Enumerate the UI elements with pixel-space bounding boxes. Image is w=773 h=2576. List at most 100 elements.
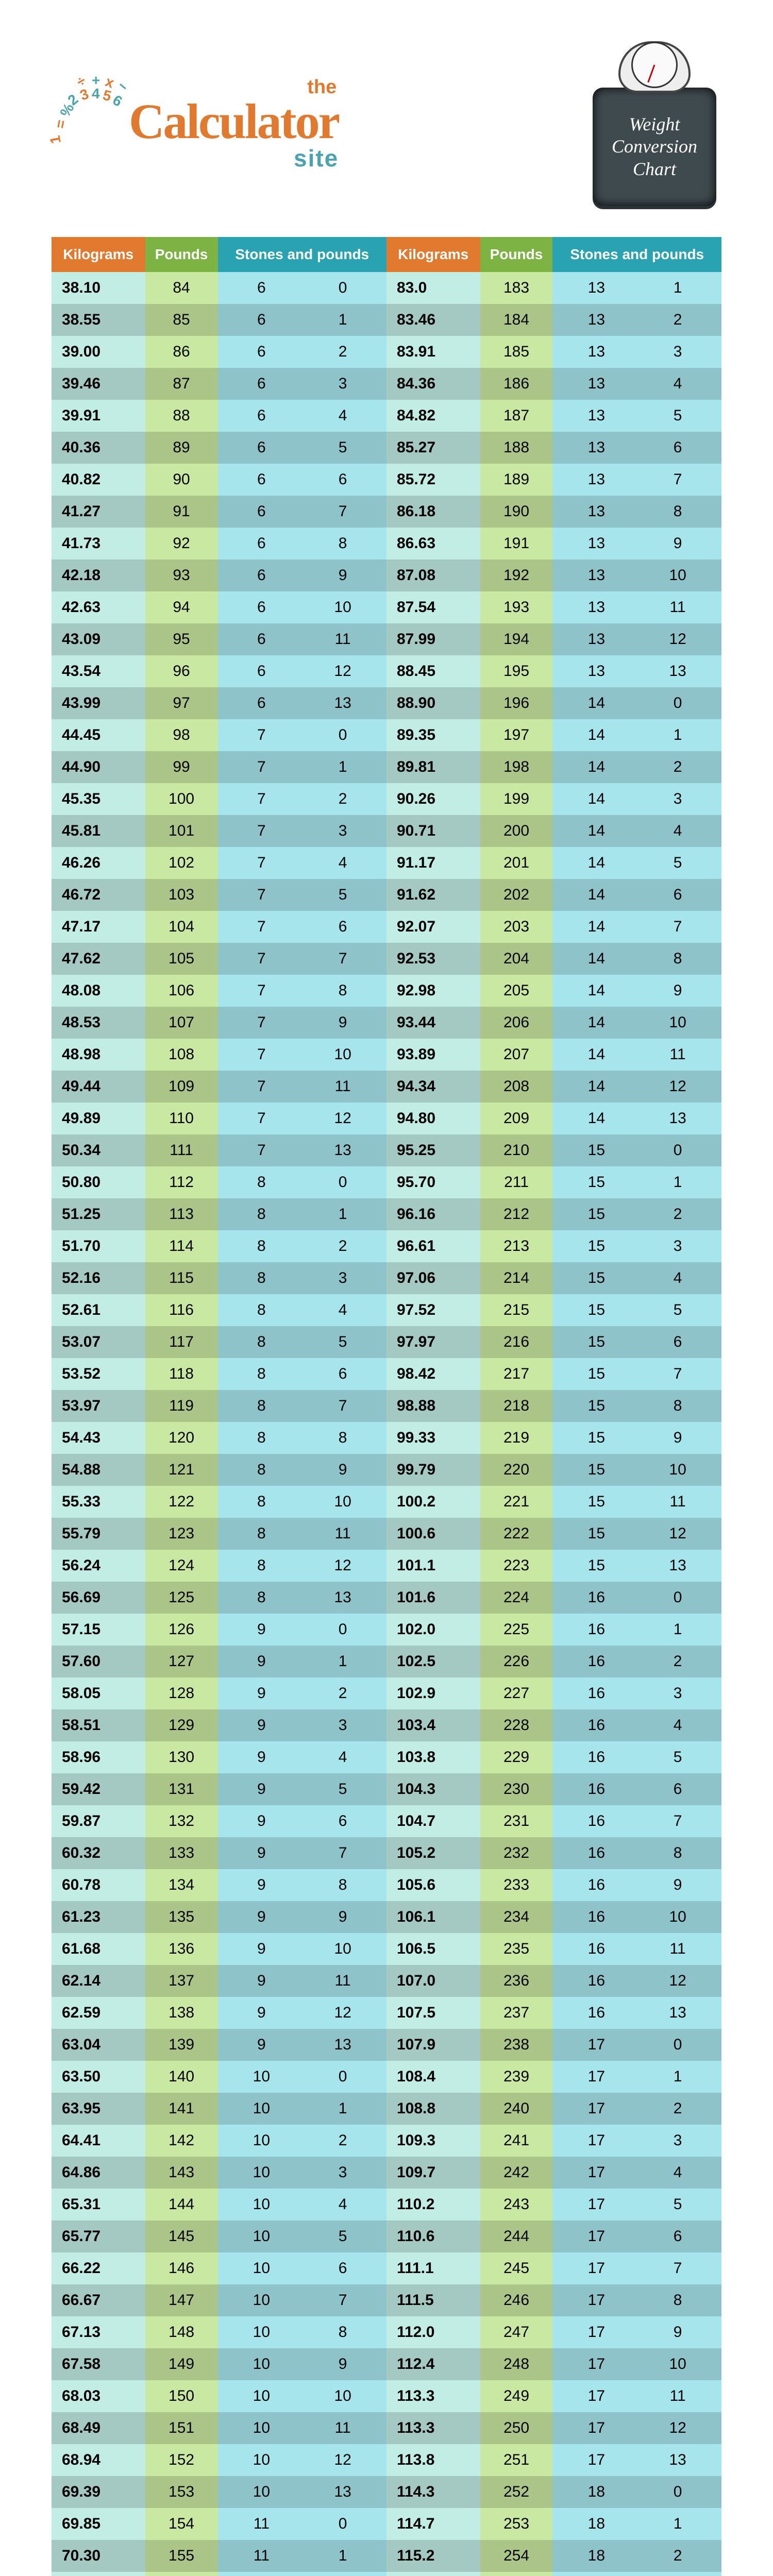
cell-kg: 86.63 [386,528,480,560]
cell-kg: 98.88 [386,1390,480,1422]
cell-lb: 117 [145,1326,218,1358]
cell-lb: 223 [480,1550,553,1582]
cell-kg: 97.97 [386,1326,480,1358]
cell-kg: 38.10 [52,272,145,304]
cell-lb: 113 [145,1198,218,1230]
cell-lb: 249 [480,2380,553,2412]
table-row: 63.50140100108.4239171 [52,2061,721,2093]
cell-st: 142 [552,751,721,783]
cell-kg: 83.46 [386,304,480,336]
cell-st: 136 [552,432,721,464]
cell-kg: 39.46 [52,368,145,400]
cell-st: 713 [218,1134,386,1166]
table-row: 50.3411171395.25210150 [52,1134,721,1166]
table-row: 38.10846083.0183131 [52,272,721,304]
cell-lb: 251 [480,2444,553,2476]
cell-st: 147 [552,911,721,943]
cell-st: 68 [218,528,386,560]
table-row: 40.36896585.27188136 [52,432,721,464]
table-row: 60.7813498105.6233169 [52,1869,721,1901]
cell-kg: 109.3 [386,2125,480,2157]
cell-st: 71 [218,751,386,783]
cell-kg: 113.8 [386,2444,480,2476]
cell-kg: 52.61 [52,1294,145,1326]
cell-lb: 204 [480,943,553,975]
cell-lb: 125 [145,1582,218,1614]
cell-st: 810 [218,1486,386,1518]
table-row: 39.91886484.82187135 [52,400,721,432]
cell-st: 1013 [218,2476,386,2508]
cell-lb: 212 [480,1198,553,1230]
table-row: 47.621057792.53204148 [52,943,721,975]
cell-st: 75 [218,879,386,911]
table-row: 62.59138912107.52371613 [52,1997,721,2029]
cell-kg: 108.4 [386,2061,480,2093]
cell-st: 131 [552,272,721,304]
cell-kg: 111.5 [386,2284,480,2316]
cell-kg: 45.35 [52,783,145,815]
table-row: 55.79123811100.62221512 [52,1518,721,1550]
cell-kg: 41.73 [52,528,145,560]
cell-lb: 97 [145,687,218,719]
cell-st: 97 [218,1837,386,1869]
cell-kg: 63.50 [52,2061,145,2093]
cell-lb: 121 [145,1454,218,1486]
cell-kg: 55.33 [52,1486,145,1518]
cell-st: 182 [552,2540,721,2572]
cell-kg: 99.33 [386,1422,480,1454]
cell-lb: 191 [480,528,553,560]
cell-st: 160 [552,1582,721,1614]
cell-kg: 55.79 [52,1518,145,1550]
cell-lb: 202 [480,879,553,911]
cell-kg: 62.59 [52,1997,145,2029]
cell-lb: 184 [480,304,553,336]
table-row: 48.9810871093.892071411 [52,1039,721,1071]
cell-lb: 198 [480,751,553,783]
table-row: 56.69125813101.6224160 [52,1582,721,1614]
cell-lb: 144 [145,2189,218,2221]
cell-kg: 97.06 [386,1262,480,1294]
cell-kg: 91.17 [386,847,480,879]
table-row: 57.1512690102.0225161 [52,1614,721,1646]
cell-kg: 97.52 [386,1294,480,1326]
cell-st: 99 [218,1901,386,1933]
cell-st: 613 [218,687,386,719]
cell-lb: 100 [145,783,218,815]
cell-st: 911 [218,1965,386,1997]
cell-lb: 227 [480,1677,553,1709]
cell-lb: 84 [145,272,218,304]
cell-st: 1610 [552,1901,721,1933]
cell-lb: 88 [145,400,218,432]
cell-lb: 135 [145,1901,218,1933]
cell-lb: 149 [145,2348,218,2380]
cell-lb: 103 [145,879,218,911]
cell-kg: 58.51 [52,1709,145,1741]
cell-lb: 248 [480,2348,553,2380]
table-row: 48.531077993.442061410 [52,1007,721,1039]
scale-graphic: Weight Conversion Chart [587,41,721,206]
cell-lb: 146 [145,2252,218,2284]
cell-kg: 90.26 [386,783,480,815]
cell-st: 107 [218,2284,386,2316]
cell-kg: 39.91 [52,400,145,432]
cell-lb: 220 [480,1454,553,1486]
table-row: 39.00866283.91185133 [52,336,721,368]
cell-lb: 235 [480,1933,553,1965]
cell-kg: 64.86 [52,2157,145,2189]
cell-lb: 183 [480,272,553,304]
cell-st: 106 [218,2252,386,2284]
cell-lb: 217 [480,1358,553,1390]
cell-lb: 222 [480,1518,553,1550]
cell-st: 1310 [552,560,721,591]
cell-lb: 132 [145,1805,218,1837]
cell-st: 178 [552,2284,721,2316]
cell-kg: 56.24 [52,1550,145,1582]
cell-lb: 110 [145,1103,218,1134]
chart-title-badge: Weight Conversion Chart [593,88,716,206]
table-row: 54.881218999.792201510 [52,1454,721,1486]
cell-st: 96 [218,1805,386,1837]
cell-st: 145 [552,847,721,879]
cell-kg: 114.3 [386,2476,480,2508]
cell-lb: 196 [480,687,553,719]
cell-kg: 89.81 [386,751,480,783]
